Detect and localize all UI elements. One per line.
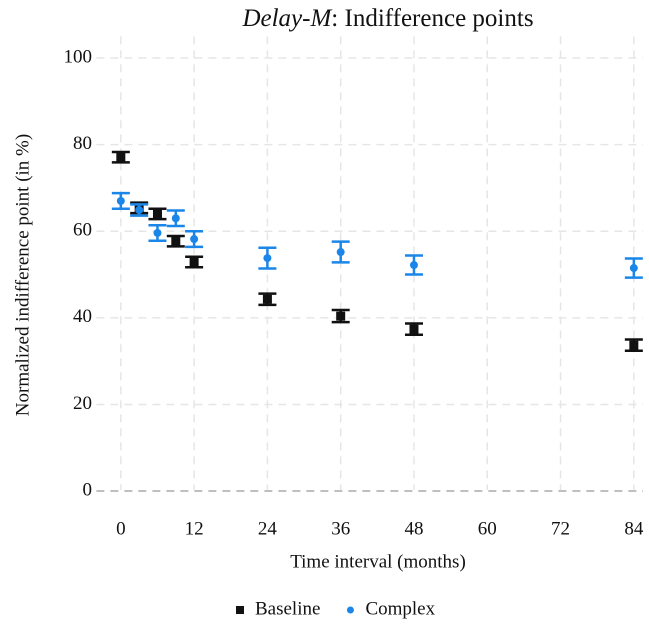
y-tick-label: 100 [64, 46, 93, 67]
x-tick-label: 24 [258, 518, 278, 539]
title-rest: : Indifference points [331, 5, 533, 32]
x-tick-label: 0 [116, 518, 126, 539]
x-tick-label: 48 [404, 518, 423, 539]
legend-marker [236, 606, 244, 614]
x-tick-label: 12 [185, 518, 204, 539]
y-tick-label: 60 [73, 220, 92, 241]
x-axis-label: Time interval (months) [290, 551, 466, 572]
point [135, 206, 144, 215]
legend-label: Complex [365, 598, 435, 619]
point [116, 152, 126, 162]
point [629, 340, 639, 350]
point [171, 214, 180, 223]
point [153, 228, 162, 237]
point [116, 196, 125, 205]
point [190, 235, 199, 244]
x-tick-label: 72 [551, 518, 570, 539]
legend-marker [346, 606, 354, 614]
chart-title: Delay-M: Indifference points [241, 5, 533, 32]
x-tick-label: 60 [478, 518, 497, 539]
y-tick-label: 0 [83, 479, 93, 500]
point [336, 248, 345, 257]
point [171, 236, 181, 246]
y-tick-label: 20 [73, 393, 92, 414]
point [336, 311, 346, 321]
point [262, 294, 272, 304]
legend-label: Baseline [255, 598, 320, 619]
y-axis-label: Normalized indifference point (in %) [12, 134, 33, 416]
x-tick-label: 84 [624, 518, 644, 539]
point [189, 257, 199, 267]
point [409, 261, 418, 270]
y-tick-label: 40 [73, 306, 92, 327]
point [409, 324, 419, 334]
title-prefix: Delay-M [241, 5, 332, 32]
point [152, 209, 162, 219]
point [629, 264, 638, 273]
point [263, 254, 272, 263]
x-tick-label: 36 [331, 518, 350, 539]
y-tick-label: 80 [73, 133, 92, 154]
